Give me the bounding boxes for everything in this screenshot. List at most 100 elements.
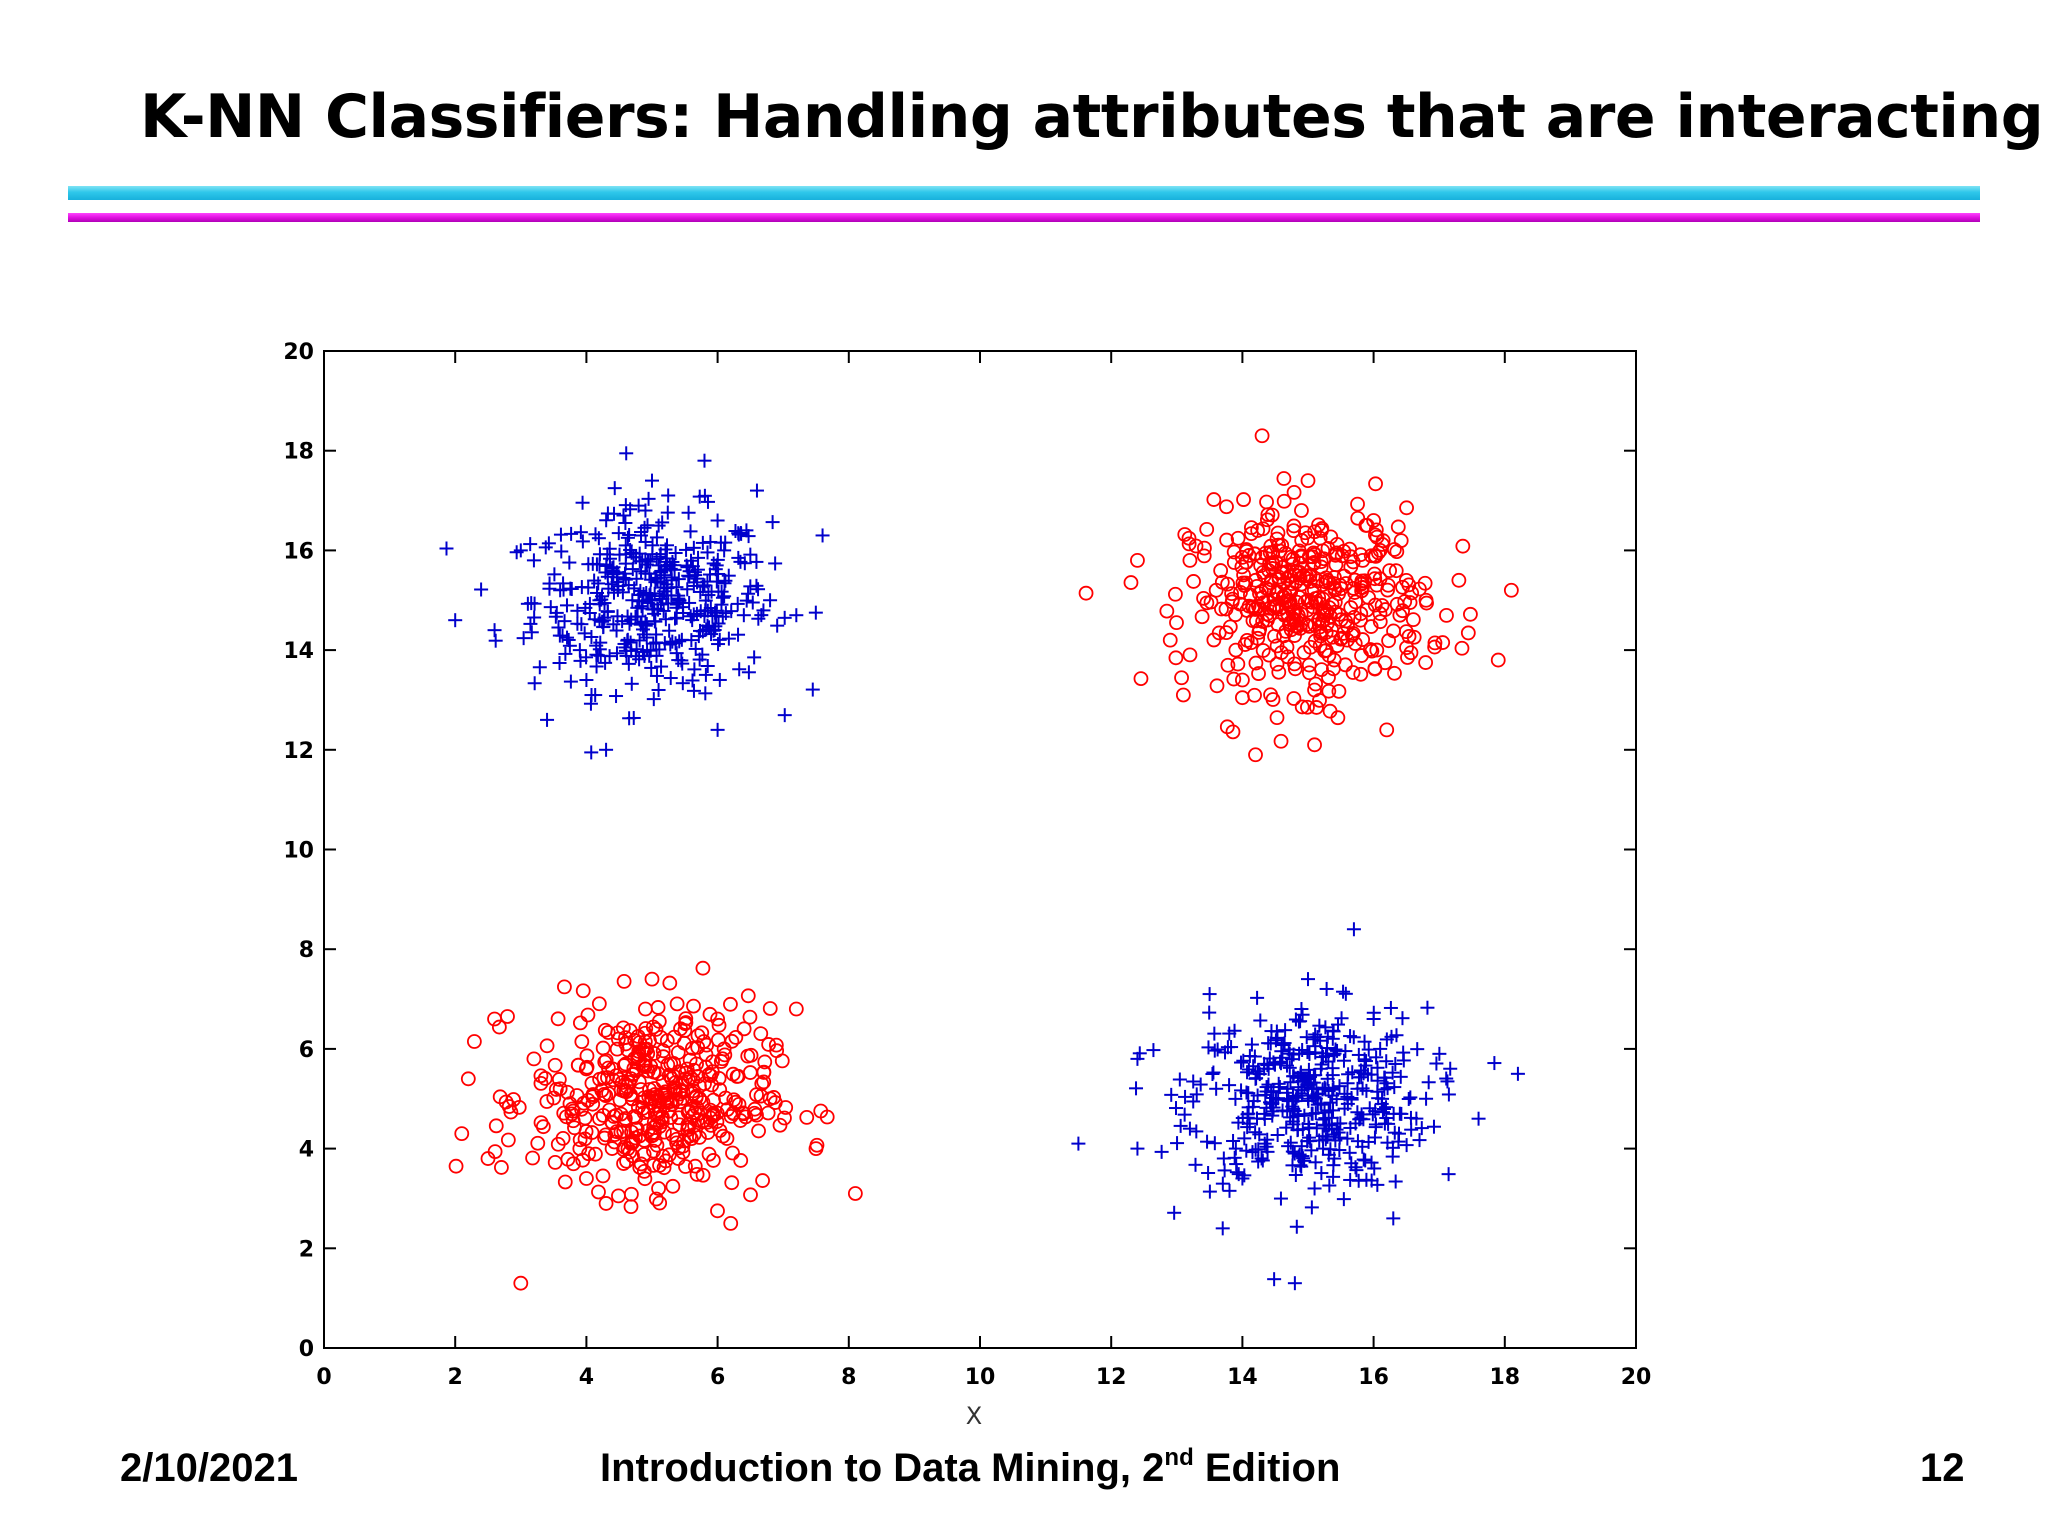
data-point-plus xyxy=(1206,1065,1221,1080)
data-point-circle xyxy=(1398,624,1414,640)
data-point-circle xyxy=(1226,555,1242,570)
data-point-plus xyxy=(763,593,778,608)
data-point-plus xyxy=(1349,1163,1364,1178)
data-point-circle xyxy=(1175,687,1191,703)
data-point-plus xyxy=(1343,1120,1358,1135)
data-point-circle xyxy=(645,1019,661,1035)
data-point-circle xyxy=(1503,582,1519,598)
data-point-plus xyxy=(717,543,732,558)
data-point-circle xyxy=(1389,544,1405,559)
data-point-circle xyxy=(575,983,591,999)
data-point-plus xyxy=(620,632,635,647)
data-point-circle xyxy=(1350,496,1365,512)
data-point-circle xyxy=(1227,607,1243,623)
data-point-plus xyxy=(554,544,569,559)
data-point-plus xyxy=(524,625,539,640)
data-point-circle xyxy=(686,1062,702,1078)
data-point-circle xyxy=(665,1127,680,1143)
data-point-circle xyxy=(655,1049,671,1065)
data-point-plus xyxy=(1207,1043,1222,1058)
data-point-plus xyxy=(1228,1091,1243,1106)
data-point-circle xyxy=(1226,671,1242,687)
data-point-circle xyxy=(847,1186,863,1201)
data-point-plus xyxy=(687,565,702,580)
data-point-circle xyxy=(605,1061,621,1077)
data-point-plus xyxy=(559,598,574,613)
data-point-circle xyxy=(579,1059,595,1075)
data-point-plus xyxy=(1396,1045,1411,1060)
data-point-plus xyxy=(1294,1159,1309,1174)
data-point-plus xyxy=(697,578,712,593)
y-tick-label: 2 xyxy=(299,1237,314,1262)
data-point-circle xyxy=(1451,572,1467,588)
data-point-circle xyxy=(724,1033,740,1049)
data-point-circle xyxy=(1271,569,1287,585)
data-point-plus xyxy=(644,660,659,675)
data-point-circle xyxy=(572,1015,588,1031)
data-point-plus xyxy=(1283,1110,1298,1125)
data-point-circle xyxy=(487,1011,502,1027)
data-point-plus xyxy=(1336,1053,1351,1068)
data-point-circle xyxy=(618,1036,634,1052)
data-point-circle xyxy=(661,1067,677,1083)
data-point-circle xyxy=(651,1181,666,1196)
data-point-circle xyxy=(652,1158,667,1173)
data-point-circle xyxy=(615,1020,631,1036)
data-point-plus xyxy=(1399,1138,1414,1153)
data-point-plus xyxy=(656,580,671,595)
data-point-plus xyxy=(1377,1082,1392,1097)
data-point-plus xyxy=(1168,1101,1183,1116)
data-point-circle xyxy=(1261,647,1277,663)
data-point-plus xyxy=(667,558,682,573)
data-point-plus xyxy=(1252,1127,1267,1142)
data-point-circle xyxy=(1234,690,1250,706)
data-point-circle xyxy=(535,1119,551,1135)
data-point-plus xyxy=(1385,1065,1400,1080)
data-point-plus xyxy=(1318,1020,1333,1035)
data-point-plus xyxy=(1326,1048,1341,1063)
data-point-plus xyxy=(1260,1144,1275,1159)
data-point-plus xyxy=(1209,1081,1224,1096)
title-underline-cyan xyxy=(68,186,1980,200)
data-point-plus xyxy=(698,593,713,608)
x-tick-label: 4 xyxy=(579,1365,594,1390)
data-point-plus xyxy=(602,541,617,556)
data-point-plus xyxy=(1288,1168,1303,1183)
data-point-plus xyxy=(632,652,647,667)
data-point-circle xyxy=(629,1121,645,1137)
data-point-plus xyxy=(1320,1129,1335,1144)
data-point-circle xyxy=(1262,608,1278,623)
data-point-plus xyxy=(1226,1133,1241,1148)
data-point-circle xyxy=(448,1158,464,1174)
data-point-plus xyxy=(1250,990,1265,1005)
data-point-circle xyxy=(1265,555,1280,571)
data-point-circle xyxy=(656,1124,672,1140)
data-point-plus xyxy=(1193,1077,1208,1092)
data-point-circle xyxy=(1269,710,1285,726)
data-point-circle xyxy=(1316,608,1332,623)
data-point-plus xyxy=(1325,1061,1340,1076)
data-point-plus xyxy=(1283,1075,1298,1090)
data-point-circle xyxy=(557,1174,573,1190)
data-point-plus xyxy=(1283,1135,1298,1150)
data-point-plus xyxy=(1273,1054,1288,1069)
data-point-circle xyxy=(751,1123,766,1139)
data-point-plus xyxy=(639,617,654,632)
data-point-circle xyxy=(1245,599,1261,615)
data-point-plus xyxy=(635,601,650,616)
data-point-circle xyxy=(572,1141,588,1156)
data-point-plus xyxy=(658,542,673,557)
data-point-plus xyxy=(516,631,531,646)
data-point-plus xyxy=(675,600,690,615)
data-point-circle xyxy=(1130,552,1145,568)
data-point-circle xyxy=(1211,625,1227,641)
data-point-plus xyxy=(592,613,607,628)
data-point-circle xyxy=(1289,564,1304,580)
footer-page-number: 12 xyxy=(1920,1446,1965,1490)
data-point-plus xyxy=(1292,1046,1307,1061)
data-point-plus xyxy=(1201,1166,1216,1181)
data-point-plus xyxy=(1327,1151,1342,1166)
data-point-plus xyxy=(1301,972,1315,987)
data-point-circle xyxy=(1286,523,1302,539)
data-point-plus xyxy=(741,586,756,601)
